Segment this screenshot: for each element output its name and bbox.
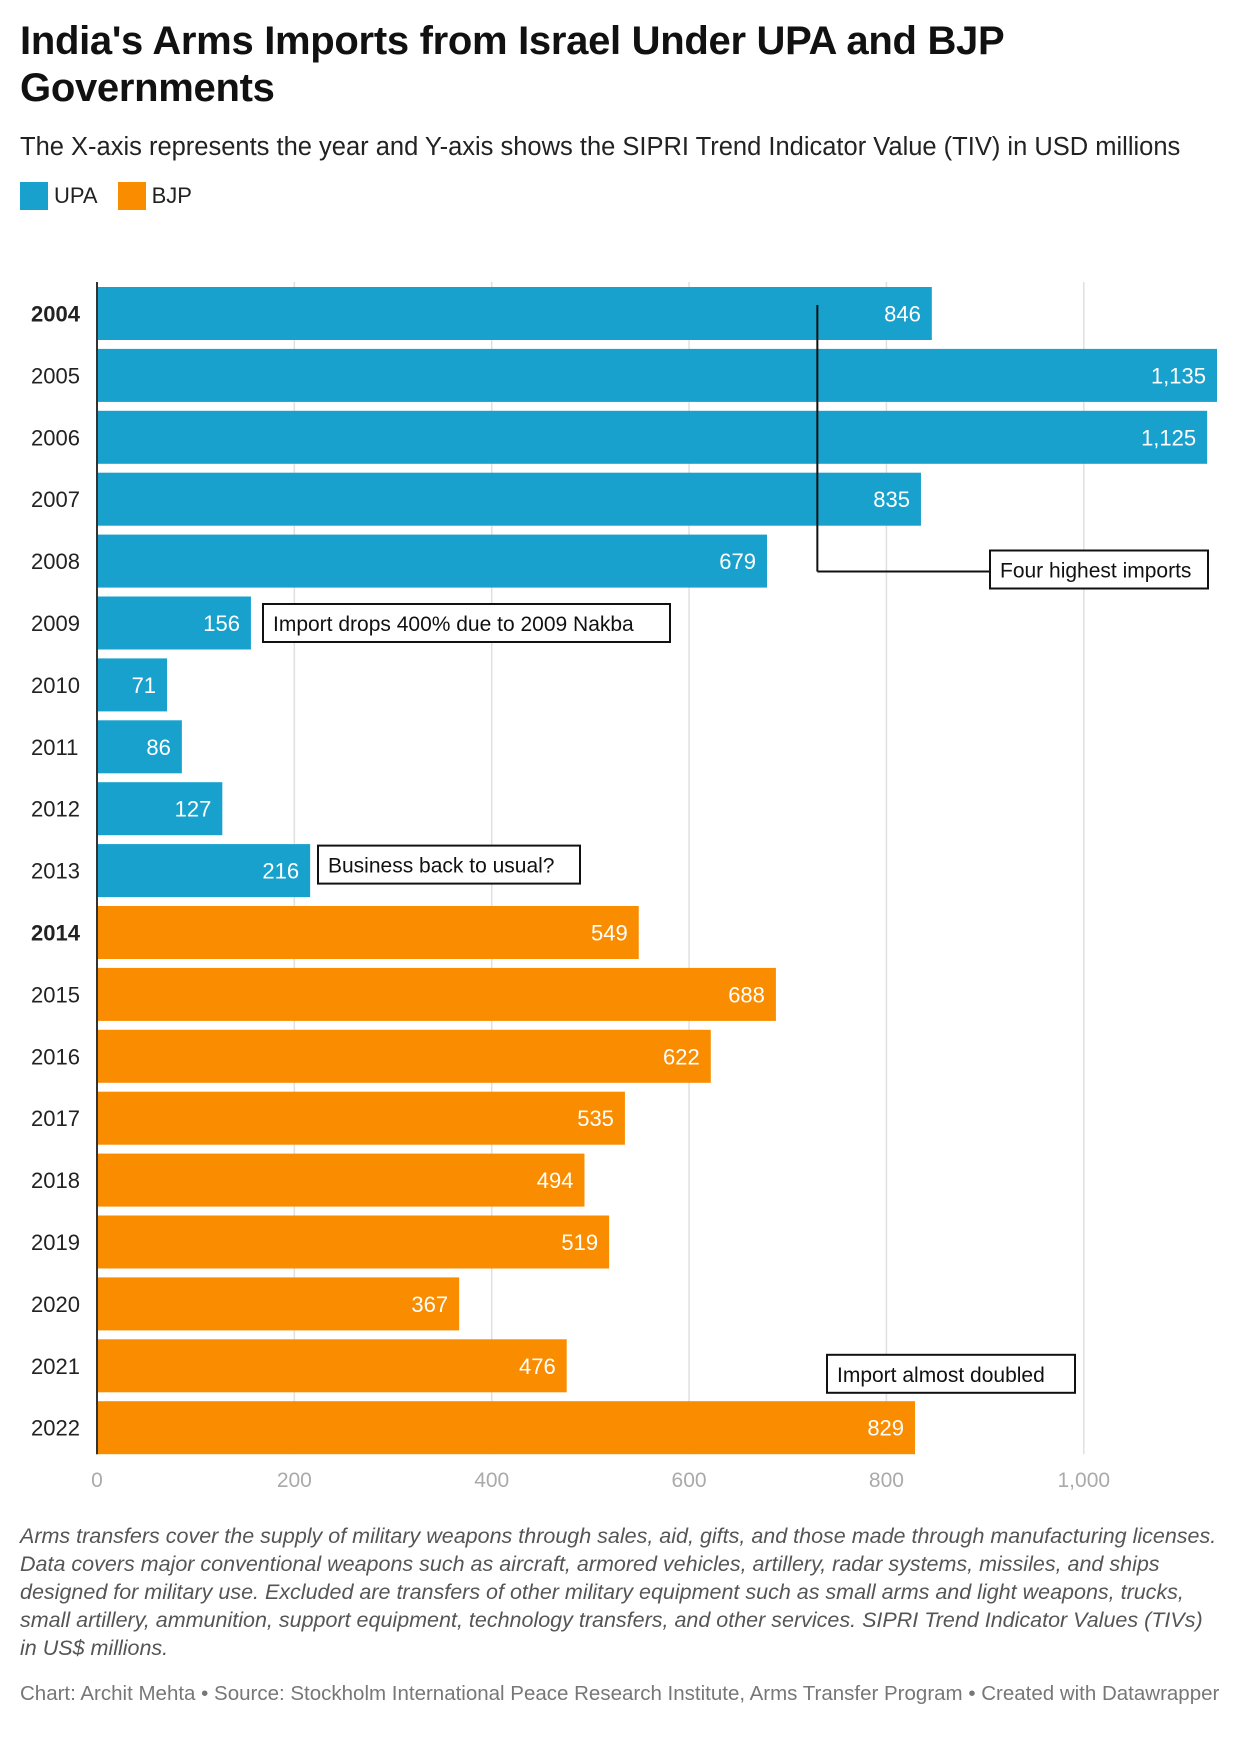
x-tick-label: 600 (672, 1469, 707, 1492)
chart-header: India's Arms Imports from Israel Under U… (20, 18, 1220, 211)
data-label: 835 (873, 487, 910, 512)
x-tick-label: 200 (277, 1469, 312, 1492)
category-label: 2012 (31, 797, 80, 822)
bar (97, 1215, 610, 1269)
legend: UPA BJP (20, 181, 1220, 211)
category-label: 2020 (31, 1292, 80, 1317)
data-label: 846 (884, 302, 921, 327)
bar (97, 1091, 625, 1145)
annotation-box (317, 844, 581, 885)
data-label: 216 (262, 859, 299, 884)
data-label: 71 (132, 673, 156, 698)
category-label: 2016 (31, 1044, 80, 1069)
legend-swatch-bjp (117, 182, 146, 210)
legend-swatch-upa (20, 182, 48, 210)
category-label: 2007 (31, 487, 80, 512)
bar (97, 1153, 585, 1207)
data-label: 494 (537, 1168, 574, 1193)
data-label: 549 (591, 921, 628, 946)
annotation-text: Four highest imports (1000, 560, 1191, 583)
legend-label-bjp: BJP (151, 183, 192, 208)
legend-item-upa: UPA (20, 182, 98, 210)
bar (97, 720, 182, 774)
bar (97, 658, 168, 712)
bar (97, 410, 1208, 464)
x-tick-label: 1,000 (1058, 1469, 1111, 1492)
annotation-text: Business back to usual? (328, 855, 554, 878)
data-label: 829 (867, 1416, 904, 1441)
data-label: 622 (663, 1044, 700, 1069)
bar (97, 844, 311, 898)
bar (97, 348, 1217, 402)
chart-footer: Chart: Archit Mehta • Source: Stockholm … (20, 1682, 1220, 1705)
category-label: 2004 (31, 302, 81, 327)
data-label: 367 (411, 1292, 448, 1317)
category-label: 2014 (31, 921, 81, 946)
legend-label-upa: UPA (54, 183, 98, 208)
data-label: 679 (719, 549, 756, 574)
chart-notes: Arms transfers cover the supply of milit… (20, 1524, 1217, 1660)
x-tick-label: 800 (869, 1469, 904, 1492)
bar (97, 596, 251, 650)
data-label: 519 (561, 1230, 598, 1255)
category-label: 2022 (31, 1416, 80, 1441)
data-label: 476 (519, 1354, 556, 1379)
category-label: 2006 (31, 425, 80, 450)
bar (97, 1277, 460, 1331)
category-label: 2015 (31, 982, 80, 1007)
category-label: 2017 (31, 1106, 80, 1131)
x-tick-label: 400 (474, 1469, 509, 1492)
category-label: 2019 (31, 1230, 80, 1255)
data-label: 535 (577, 1106, 614, 1131)
category-label: 2018 (31, 1168, 80, 1193)
legend-item-bjp: BJP (117, 182, 192, 210)
annotation-box (262, 603, 671, 643)
chart-title: India's Arms Imports from Israel Under U… (20, 19, 1004, 110)
category-label: 2005 (31, 363, 80, 388)
category-label: 2011 (31, 735, 78, 760)
data-label: 1,125 (1141, 425, 1196, 450)
category-label: 2021 (31, 1354, 80, 1379)
data-label: 86 (146, 735, 170, 760)
bar (97, 1339, 567, 1393)
chart-subtitle: The X-axis represents the year and Y-axi… (20, 133, 1181, 161)
bar (97, 1401, 916, 1455)
data-label: 1,135 (1151, 363, 1206, 388)
bar (97, 287, 932, 340)
annotation-box (989, 549, 1209, 590)
x-tick-label: 0 (91, 1469, 103, 1492)
annotation-text: Import almost doubled (837, 1364, 1045, 1387)
bar (97, 534, 768, 588)
bar (97, 967, 776, 1021)
annotation-text: Import drops 400% due to 2009 Nakba (273, 613, 634, 636)
bar-chart: 0 200 400 600 800 1,000 2004 846 2005 1,135 2006 1,… (31, 282, 1217, 1492)
bar (97, 782, 223, 836)
data-label: 127 (175, 797, 212, 822)
annotation-box (826, 1353, 1076, 1394)
category-label: 2013 (31, 859, 80, 884)
category-label: 2010 (31, 673, 80, 698)
bar (97, 472, 921, 526)
bar (97, 906, 639, 959)
data-label: 688 (728, 982, 765, 1007)
bar (97, 1029, 711, 1083)
category-label: 2009 (31, 611, 80, 636)
data-label: 156 (203, 611, 240, 636)
category-label: 2008 (31, 549, 80, 574)
